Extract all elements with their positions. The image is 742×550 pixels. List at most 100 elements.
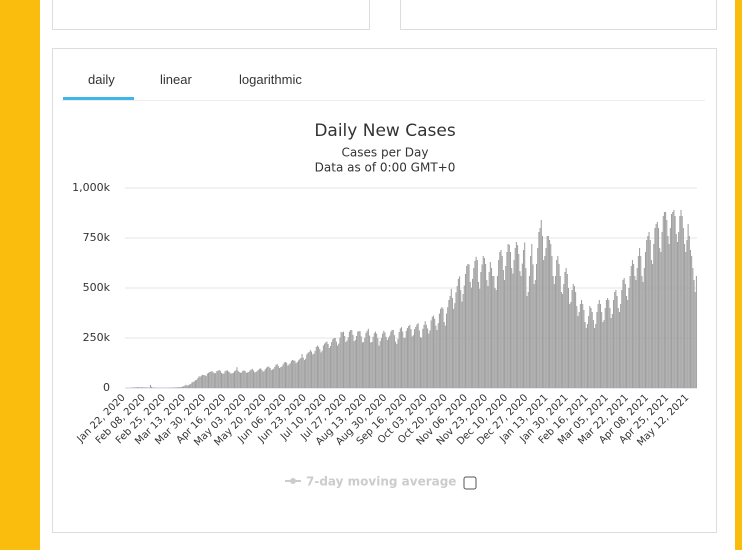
bar — [431, 316, 433, 388]
bar — [374, 331, 377, 388]
bar — [665, 212, 667, 388]
tab[interactable]: linear — [160, 72, 192, 87]
bar — [605, 300, 607, 388]
bar — [489, 262, 491, 388]
bar — [598, 300, 600, 388]
bar — [451, 298, 453, 388]
legend-item[interactable]: 7-day moving average — [285, 475, 456, 489]
active-tab-indicator — [63, 97, 134, 100]
bar — [507, 244, 509, 388]
bar — [300, 358, 302, 388]
chart-subtitle: Data as of 0:00 GMT+0 — [315, 161, 456, 175]
bar — [694, 292, 696, 388]
bar — [551, 256, 553, 388]
bar — [525, 268, 527, 388]
bar — [643, 268, 645, 388]
bar — [282, 364, 284, 388]
bar — [530, 256, 532, 388]
bar — [404, 337, 406, 388]
bar — [543, 260, 545, 388]
bar — [474, 260, 476, 388]
bar — [151, 386, 153, 388]
bar — [623, 278, 625, 388]
bar — [360, 336, 362, 388]
bar — [367, 328, 369, 388]
bar — [359, 331, 361, 388]
bar — [422, 328, 424, 388]
bar — [334, 338, 336, 388]
bar — [228, 371, 230, 388]
bar — [251, 368, 253, 388]
bar — [277, 366, 279, 388]
bar — [646, 240, 648, 388]
bar — [462, 294, 464, 388]
bar — [695, 276, 697, 388]
bar — [261, 369, 263, 388]
bar — [512, 273, 514, 388]
bar — [553, 284, 555, 388]
bar — [271, 369, 273, 388]
bar — [642, 282, 644, 388]
bar — [213, 373, 215, 388]
tab[interactable]: logarithmic — [239, 72, 302, 87]
bar — [434, 318, 436, 388]
bar — [566, 274, 568, 388]
bar — [630, 266, 632, 388]
bar — [320, 352, 322, 388]
legend-label[interactable]: 7-day moving average — [306, 475, 456, 489]
y-tick-label: 500k — [83, 281, 111, 294]
bar — [617, 308, 619, 388]
bar — [637, 256, 639, 388]
bar — [679, 216, 681, 388]
card — [400, 0, 717, 30]
bar — [578, 312, 580, 388]
bar — [533, 284, 535, 388]
bar — [138, 387, 140, 388]
bar — [563, 284, 565, 388]
bar — [180, 387, 182, 388]
bar — [509, 252, 512, 388]
bar — [275, 364, 277, 388]
bar — [382, 333, 384, 388]
bar — [196, 379, 198, 388]
bar — [657, 228, 660, 388]
bar — [238, 372, 240, 388]
bar — [333, 338, 335, 388]
y-tick-label: 1,000k — [72, 181, 110, 194]
checkbox[interactable] — [463, 476, 477, 490]
bar — [447, 307, 449, 388]
bar — [417, 323, 419, 388]
bar — [631, 260, 633, 388]
bar — [274, 366, 276, 388]
bar — [411, 336, 413, 388]
bar — [192, 381, 194, 388]
bar — [508, 244, 510, 388]
bar — [498, 260, 500, 388]
bar — [443, 322, 445, 388]
bar — [273, 368, 275, 388]
bar — [540, 220, 542, 388]
tab[interactable]: daily — [88, 72, 115, 87]
bar — [544, 256, 546, 388]
bar — [506, 252, 508, 388]
bar — [501, 256, 503, 388]
bar — [661, 232, 663, 388]
bar — [203, 375, 205, 388]
bar — [603, 320, 605, 388]
bar — [241, 372, 243, 388]
bar — [254, 372, 256, 388]
bar — [488, 272, 490, 388]
bar — [280, 367, 282, 388]
bar — [674, 216, 676, 388]
bar — [564, 272, 566, 388]
bar — [390, 331, 392, 388]
bar — [337, 345, 339, 388]
bar — [250, 369, 252, 388]
bar — [552, 276, 554, 388]
bar — [234, 371, 236, 388]
bar — [526, 296, 528, 388]
bar — [660, 252, 662, 388]
bar — [177, 387, 179, 388]
bar — [644, 252, 647, 388]
